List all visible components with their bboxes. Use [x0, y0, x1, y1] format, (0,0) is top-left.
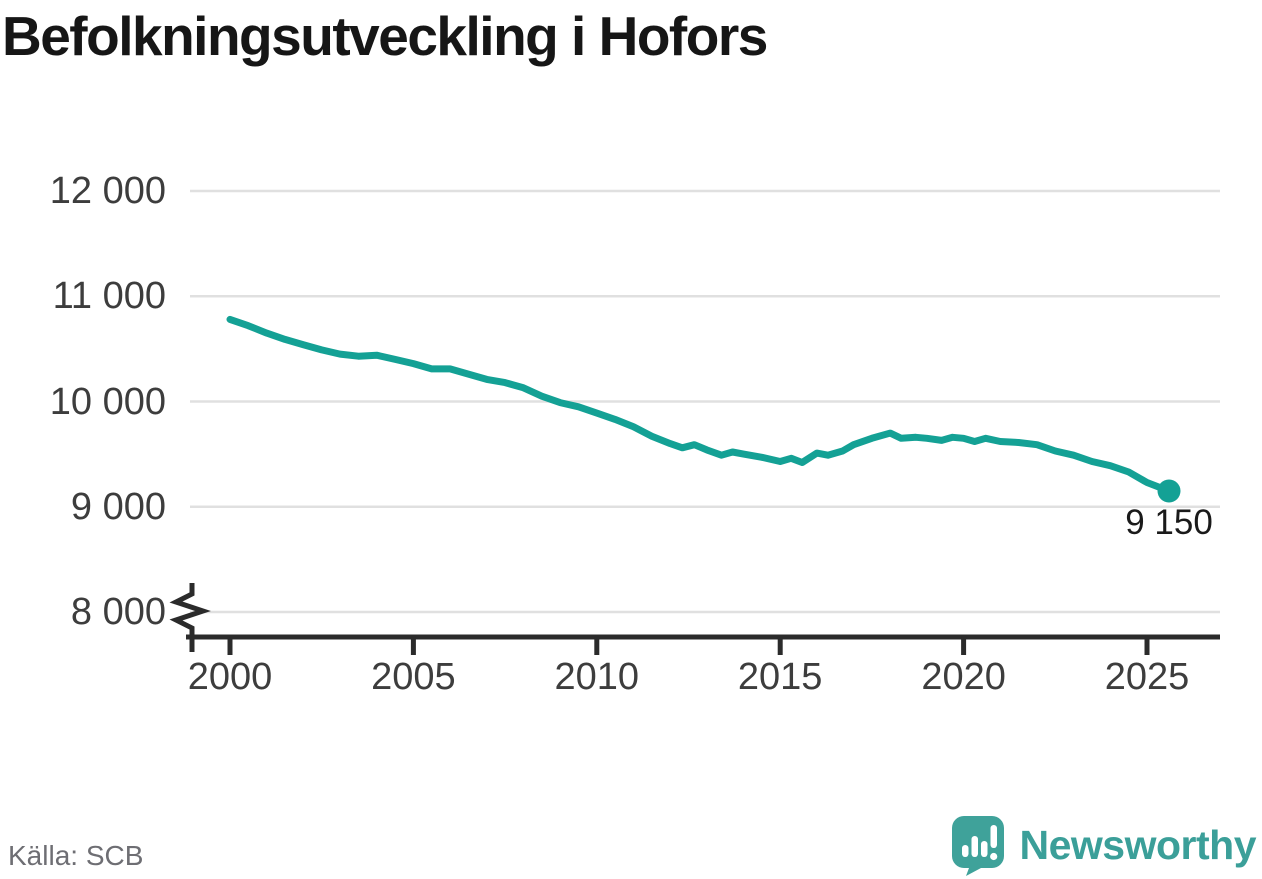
chart-title: Befolkningsutveckling i Hofors [2, 5, 768, 67]
x-axis-tick-label: 2020 [921, 656, 1006, 698]
newsworthy-bubble-bars-icon [951, 816, 1004, 876]
y-axis-break-icon [169, 583, 211, 652]
y-axis-tick-label: 8 000 [70, 591, 166, 633]
y-axis-tick-label: 11 000 [52, 275, 166, 318]
x-axis-tick-label: 2010 [554, 656, 640, 698]
newsworthy-logo: Newsworthy [950, 814, 1257, 876]
x-axis-tick-label: 2000 [187, 656, 273, 698]
y-axis-tick-label: 10 000 [49, 380, 166, 423]
source-label: Källa: SCB [8, 840, 144, 871]
x-axis-tick-label: 2005 [371, 656, 456, 698]
y-axis-tick-label: 12 000 [49, 170, 166, 212]
end-point-dot [1157, 479, 1181, 503]
x-axis-tick-label: 2015 [737, 656, 823, 698]
end-point-label: 9 150 [1125, 502, 1213, 542]
population-line [226, 315, 1173, 495]
x-axis-tick-label: 2025 [1104, 656, 1190, 698]
y-axis-tick-label: 9 000 [70, 485, 166, 528]
newsworthy-logo-text: Newsworthy [1019, 822, 1257, 868]
